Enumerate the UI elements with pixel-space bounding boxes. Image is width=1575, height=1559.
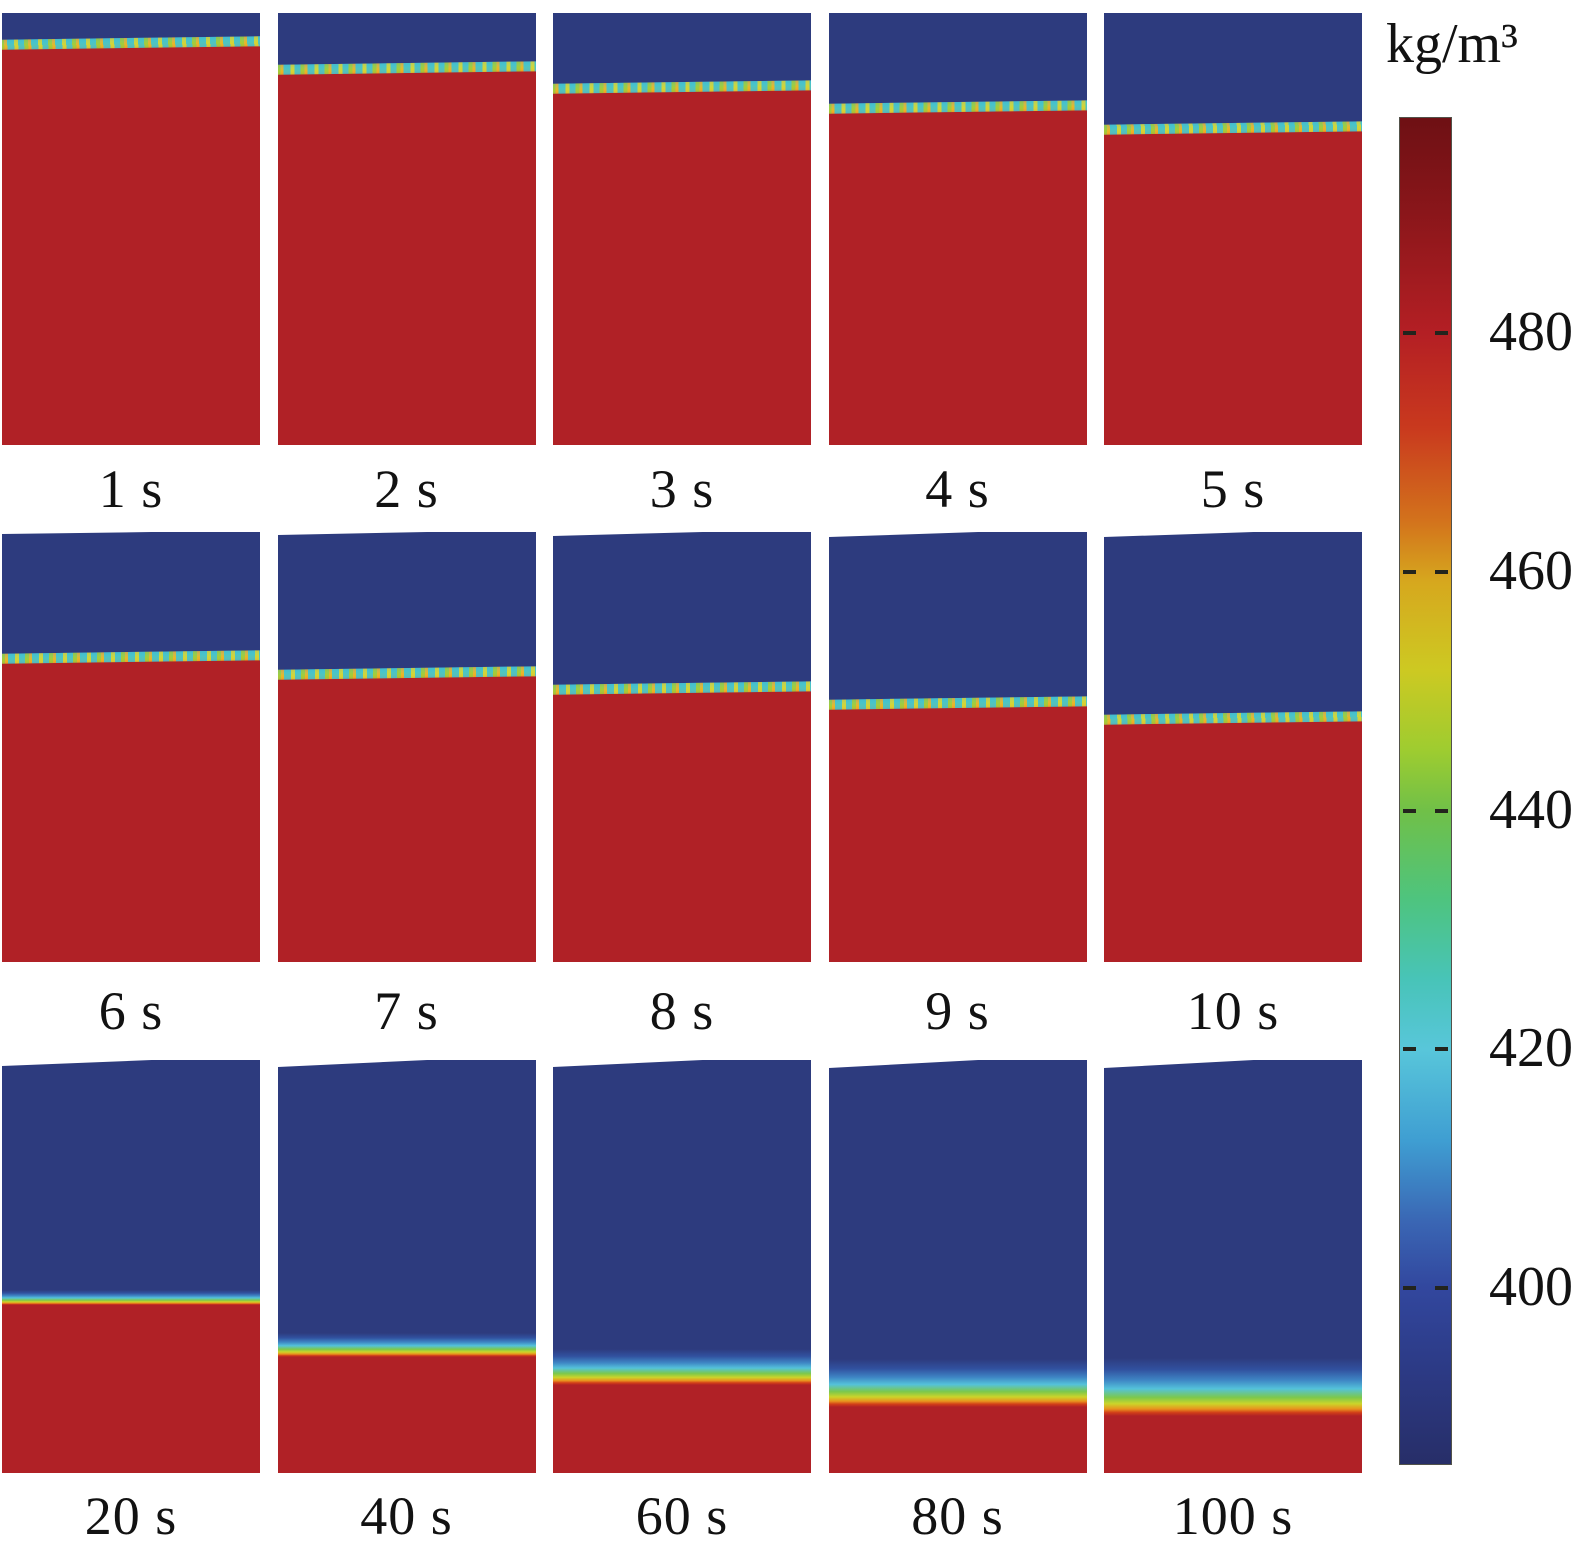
colorbar-unit-label: kg/m³ [1386, 13, 1518, 75]
density-panel-40s [277, 1060, 536, 1473]
light-fluid-region [1104, 532, 1362, 725]
light-fluid-region [828, 13, 1087, 114]
time-caption: 2 s [374, 458, 439, 519]
light-fluid-region [277, 1060, 536, 1333]
fluid-interface [1104, 1358, 1362, 1416]
free-surface-dip [1104, 1060, 1254, 1068]
time-caption: 1 s [98, 458, 164, 519]
time-caption: 40 s [360, 1486, 453, 1546]
light-fluid-region [277, 532, 536, 680]
colorbar-tick-mark [1403, 331, 1416, 336]
colorbar-tick-mark [1435, 809, 1448, 814]
density-panel-9s [828, 532, 1087, 962]
density-panel-6s [2, 532, 260, 962]
light-fluid-region [828, 1060, 1087, 1359]
light-fluid-region [553, 1060, 811, 1349]
free-surface-dip [828, 532, 979, 537]
fluid-interface [828, 100, 1087, 114]
free-surface-dip [277, 532, 428, 535]
density-panel-1s [2, 13, 260, 445]
time-caption: 3 s [649, 458, 715, 519]
density-panel-80s [828, 1060, 1087, 1473]
light-fluid-region [828, 532, 1087, 710]
fluid-interface [2, 36, 260, 50]
colorbar-tick-mark [1403, 569, 1416, 574]
free-surface-dip [553, 1060, 703, 1067]
free-surface-dip [277, 1060, 428, 1067]
fluid-interface [553, 1349, 811, 1385]
density-panel-100s [1104, 1060, 1362, 1473]
density-panel-4s [828, 13, 1087, 445]
time-caption: 60 s [635, 1486, 729, 1546]
fluid-interface [553, 80, 811, 94]
colorbar-tick-mark [1435, 1285, 1448, 1290]
fluid-interface [2, 1290, 260, 1305]
density-panel-20s [2, 1060, 260, 1473]
fluid-interface [828, 1359, 1087, 1407]
light-fluid-region [2, 1060, 260, 1290]
light-fluid-region [553, 532, 811, 695]
colorbar-tick-label: 460 [1489, 540, 1573, 602]
colorbar-tick-label: 480 [1489, 301, 1573, 363]
fluid-interface [277, 61, 536, 75]
light-fluid-region [2, 13, 260, 50]
free-surface-dip [2, 1060, 152, 1066]
time-caption: 80 s [911, 1486, 1004, 1546]
time-caption: 5 s [1200, 458, 1266, 519]
colorbar-tick-mark [1403, 1047, 1416, 1052]
light-fluid-region [553, 13, 811, 94]
time-caption: 7 s [374, 981, 439, 1041]
density-panel-8s [553, 532, 811, 962]
colorbar-tick-mark [1403, 809, 1416, 814]
colorbar-tick-mark [1435, 1047, 1448, 1052]
time-caption: 10 s [1186, 981, 1280, 1041]
fluid-interface [2, 650, 260, 664]
time-caption: 9 s [925, 981, 990, 1041]
colorbar-tick-mark [1403, 1285, 1416, 1290]
fluid-interface [277, 666, 536, 680]
colorbar-gradient [1399, 117, 1452, 1465]
colorbar-tick-label: 400 [1489, 1256, 1573, 1318]
fluid-interface [1104, 711, 1362, 725]
colorbar-tick-mark [1435, 331, 1448, 336]
free-surface-dip [553, 532, 703, 536]
light-fluid-region [2, 532, 260, 664]
density-panel-60s [553, 1060, 811, 1473]
light-fluid-region [277, 13, 536, 75]
density-panel-7s [277, 532, 536, 962]
colorbar-tick-label: 420 [1489, 1017, 1573, 1079]
density-panel-10s [1104, 532, 1362, 962]
free-surface-dip [2, 532, 152, 534]
fluid-interface [828, 696, 1087, 710]
fluid-interface [277, 1333, 536, 1357]
fluid-interface [553, 681, 811, 695]
free-surface-dip [828, 1060, 979, 1068]
colorbar-tick-label: 440 [1489, 779, 1573, 841]
time-caption: 6 s [98, 981, 164, 1041]
time-caption: 100 s [1172, 1486, 1294, 1546]
light-fluid-region [1104, 13, 1362, 135]
colorbar-tick-mark [1435, 569, 1448, 574]
fluid-interface [1104, 121, 1362, 135]
density-panel-3s [553, 13, 811, 445]
time-caption: 4 s [925, 458, 990, 519]
time-caption: 8 s [649, 981, 715, 1041]
density-panel-2s [277, 13, 536, 445]
free-surface-dip [1104, 532, 1254, 537]
time-caption: 20 s [84, 1486, 178, 1546]
density-panel-5s [1104, 13, 1362, 445]
light-fluid-region [1104, 1060, 1362, 1358]
